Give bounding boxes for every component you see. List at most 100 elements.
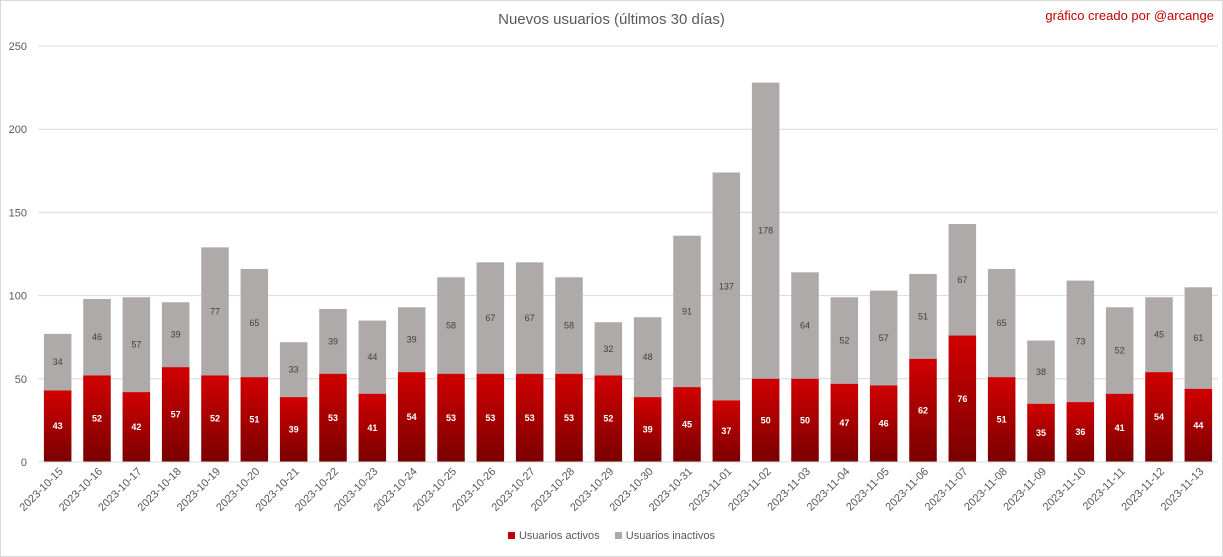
bar-inactive [161,302,190,368]
data-label-inactive: 73 [1075,336,1085,346]
data-label-active: 54 [1154,412,1164,422]
chart-legend: Usuarios activos Usuarios inactivos [1,530,1222,542]
bar-inactive [1105,307,1134,394]
data-label-inactive: 33 [289,365,299,375]
bar-active [1184,388,1213,462]
data-label-active: 62 [918,405,928,415]
bar-active [515,373,544,462]
data-label-inactive: 58 [446,321,456,331]
data-label-inactive: 137 [719,281,734,291]
x-tick-label: 2023-11-13 [1159,466,1207,514]
data-label-active: 52 [603,414,613,424]
bar-inactive [1027,340,1055,404]
chart-credit: gráfico creado por @arcange [1045,8,1214,23]
bar-active [122,392,151,462]
data-label-active: 50 [761,415,771,425]
y-tick-label: 150 [9,207,27,219]
bar-active [909,358,937,462]
bar-active [83,375,111,462]
y-tick-label: 200 [9,124,27,136]
bar-inactive [673,235,701,388]
data-label-inactive: 61 [1193,333,1203,343]
data-label-inactive: 67 [485,313,495,323]
bar-inactive [122,297,151,393]
bar-active [161,367,190,462]
data-label-active: 52 [210,414,220,424]
bar-active [791,378,819,462]
bar-inactive [83,298,111,376]
bar-inactive [279,342,308,398]
data-label-active: 76 [957,394,967,404]
data-label-inactive: 57 [131,340,141,350]
bar-active [279,397,308,462]
data-label-inactive: 39 [171,330,181,340]
bar-inactive [515,262,544,374]
data-label-active: 53 [525,413,535,423]
data-label-inactive: 39 [407,335,417,345]
bar-inactive [319,308,347,374]
data-label-inactive: 45 [1154,330,1164,340]
data-label-inactive: 32 [603,344,613,354]
data-label-inactive: 38 [1036,367,1046,377]
bar-active [869,385,898,462]
data-label-inactive: 57 [879,333,889,343]
bar-active [555,373,583,462]
bar-inactive [594,322,623,376]
bar-inactive [358,320,387,394]
bar-active [437,373,465,462]
bar-active [751,378,780,462]
bar-inactive [791,272,819,379]
data-label-active: 54 [407,412,417,422]
data-label-active: 50 [800,415,810,425]
data-label-active: 41 [367,423,377,433]
data-label-inactive: 64 [800,321,810,331]
data-label-active: 35 [1036,428,1046,438]
bar-active [633,397,662,462]
bar-active [594,375,623,462]
y-tick-label: 0 [21,457,27,469]
y-tick-label: 250 [9,41,27,53]
data-label-active: 53 [485,413,495,423]
data-label-inactive: 178 [758,226,773,236]
bar-inactive [1145,297,1173,373]
bar-active [987,377,1016,462]
data-label-inactive: 67 [957,275,967,285]
bar-active [1145,372,1173,462]
bar-active [1066,402,1095,462]
bar-active [673,387,701,462]
data-label-inactive: 51 [918,311,928,321]
data-label-active: 37 [721,426,731,436]
data-label-active: 45 [682,420,692,430]
bar-inactive [830,297,859,384]
bar-inactive [201,247,229,376]
data-label-active: 39 [289,425,299,435]
y-tick-label: 50 [15,374,27,386]
bar-active [240,377,269,462]
bar-inactive [437,277,465,374]
legend-item-inactive: Usuarios inactivos [614,530,715,542]
bar-inactive [909,273,937,359]
bar-active [319,373,347,462]
bar-active [476,373,505,462]
bar-active [1105,393,1134,462]
bar-inactive [751,82,780,379]
data-label-active: 44 [1193,420,1203,430]
legend-item-active: Usuarios activos [507,530,600,542]
legend-swatch-inactive [614,532,622,539]
bar-inactive [987,268,1016,378]
data-label-inactive: 48 [643,352,653,362]
bar-active [948,335,977,462]
data-label-inactive: 52 [1115,346,1125,356]
data-label-active: 51 [249,415,259,425]
bar-inactive [43,333,72,391]
chart-title: Nuevos usuarios (últimos 30 días) [498,11,725,28]
bar-active [201,375,229,462]
bar-active [43,390,72,462]
bar-inactive [869,290,898,386]
bar-inactive [948,224,977,336]
bar-inactive [633,317,662,398]
data-label-inactive: 39 [328,336,338,346]
data-label-active: 51 [997,415,1007,425]
